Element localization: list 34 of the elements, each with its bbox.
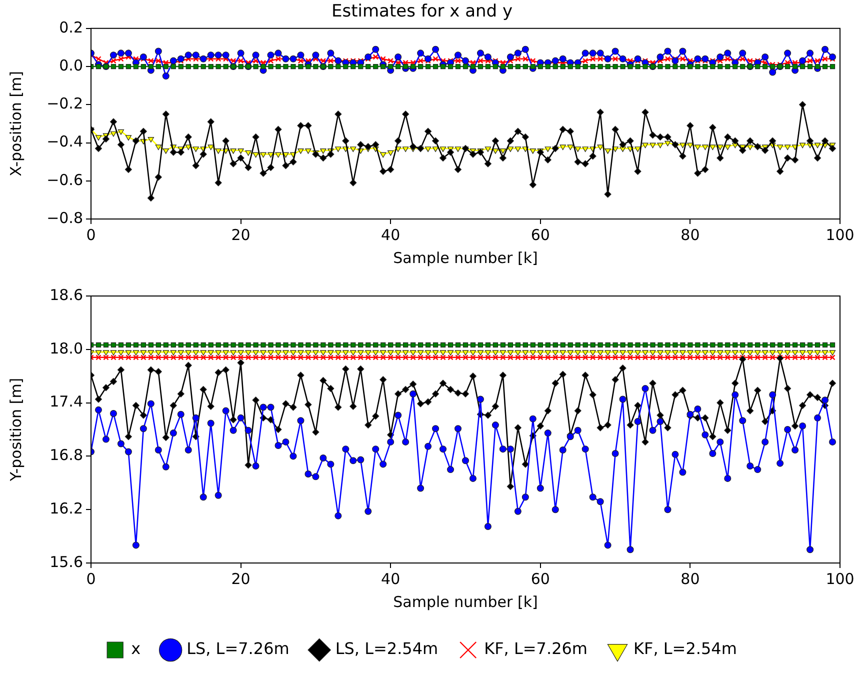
x-tick-label: 80 (680, 570, 700, 588)
x-tick-label: 100 (826, 570, 854, 588)
x-tick-label: 100 (826, 226, 854, 244)
y-tick-label: 18.0 (50, 339, 83, 358)
x-tick-label: 0 (86, 570, 96, 588)
y-tick-label: −0.4 (46, 132, 83, 151)
y-tick-label: 16.2 (50, 499, 83, 518)
x-tick-label: 20 (231, 570, 250, 588)
chart-title: Estimates for x and y (331, 2, 513, 22)
legend-label: KF, L=7.26m (484, 639, 588, 658)
y-axis-title: X-position [m] (6, 70, 25, 176)
x-tick-label: 40 (381, 570, 400, 588)
y-tick-label: 18.6 (50, 286, 83, 304)
y-tick-label: −0.6 (46, 170, 83, 189)
y-tick-label: 15.6 (50, 552, 83, 571)
x-tick-label: 20 (231, 226, 250, 244)
x-tick-label: 60 (530, 226, 550, 244)
y-tick-label: 0.0 (59, 56, 83, 74)
legend-label: x (131, 639, 141, 658)
y-tick-label: 16.8 (50, 446, 83, 464)
legend-label: KF, L=2.54m (634, 639, 737, 658)
y-tick-label: −0.2 (46, 94, 83, 113)
legend-label: LS, L=2.54m (335, 639, 438, 658)
x-tick-label: 80 (680, 226, 700, 244)
x-tick-label: 0 (86, 226, 96, 244)
y-axis-title: Y-position [m] (6, 378, 25, 482)
x-tick-label: 60 (530, 570, 550, 588)
x-axis-title: Sample number [k] (393, 248, 538, 267)
y-tick-label: 0.2 (59, 18, 83, 36)
y-tick-label: −0.8 (46, 208, 83, 227)
x-axis-title: Sample number [k] (393, 592, 538, 611)
y-tick-label: 17.4 (50, 392, 83, 411)
x-tick-label: 40 (381, 226, 400, 244)
legend-label: LS, L=7.26m (186, 639, 290, 658)
